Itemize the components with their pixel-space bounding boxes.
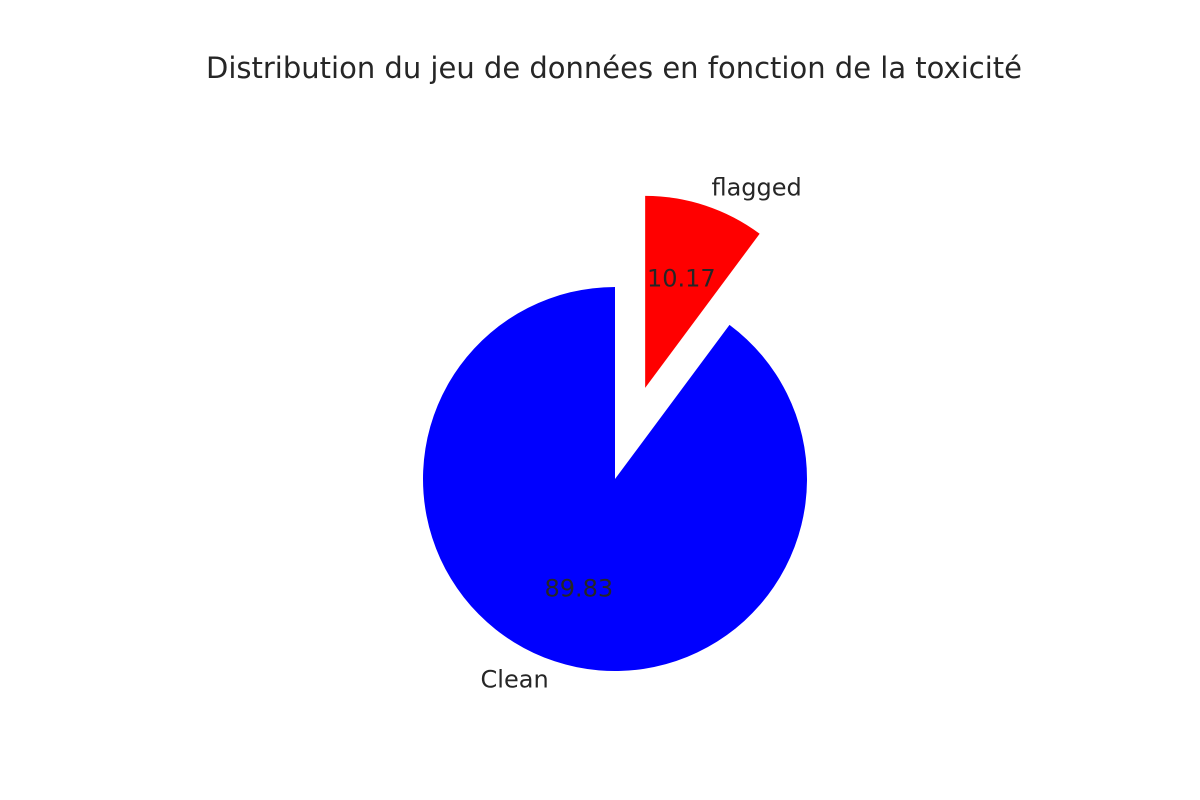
pct-label-flagged: 10.17 (647, 264, 716, 292)
slice-label-flagged: flagged (711, 173, 801, 201)
labels-layer: 10.17 flagged 89.83 Clean (481, 173, 802, 693)
slices-layer (423, 195, 807, 672)
pct-label-clean: 89.83 (544, 574, 613, 602)
chart-title: Distribution du jeu de données en foncti… (206, 51, 1022, 85)
pie-slice-clean (423, 287, 807, 672)
pie-slice-flagged (645, 195, 760, 388)
slice-label-clean: Clean (481, 666, 549, 694)
